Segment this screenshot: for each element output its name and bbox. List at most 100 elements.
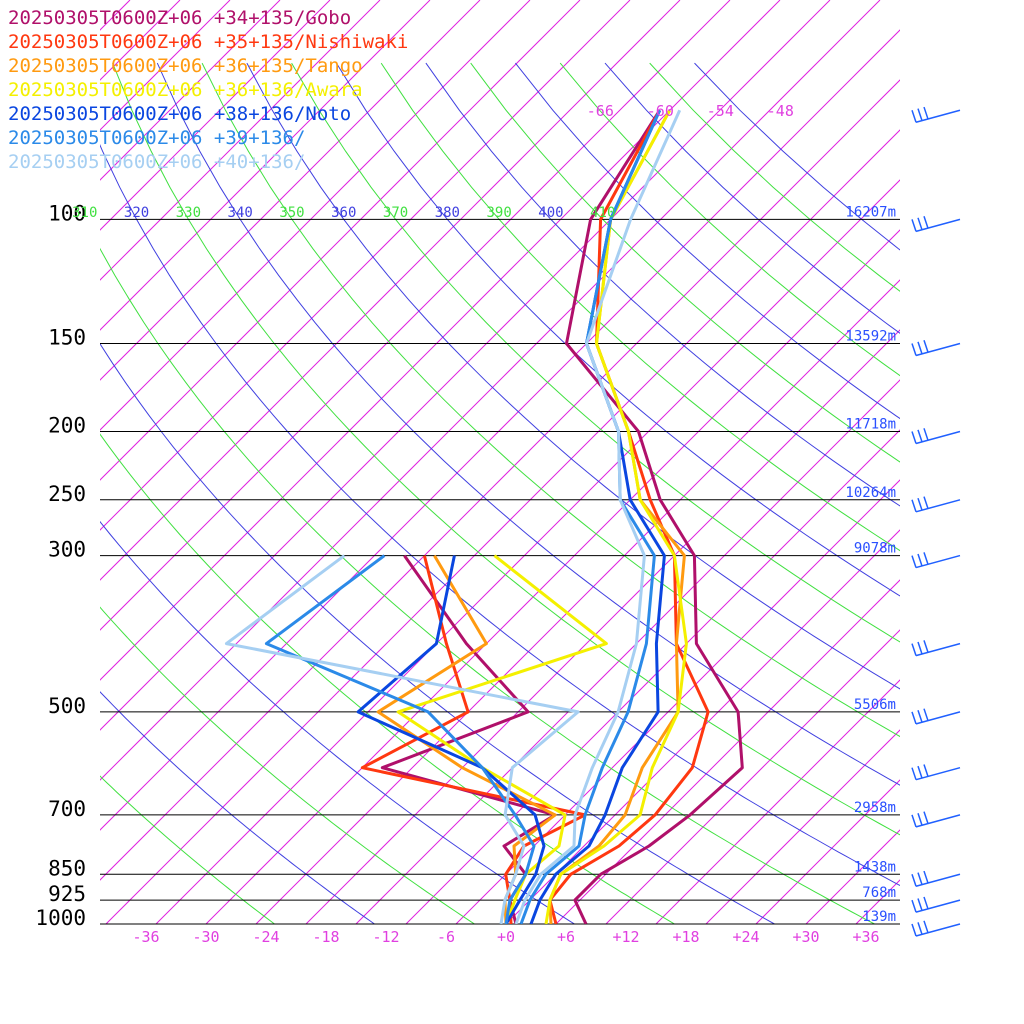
- temperature-tick-label: +6: [557, 928, 575, 946]
- legend-entry: 20250305T0600Z+06 +35+135/Nishiwaki: [8, 31, 408, 53]
- temperature-tick-label: -36: [132, 928, 159, 946]
- temperature-profile: [514, 109, 682, 924]
- theta-curve: [201, 62, 900, 738]
- theta-curve: [156, 62, 900, 786]
- height-label: 139m: [862, 909, 896, 925]
- temperature-tick-label: +36: [852, 928, 879, 946]
- isotherm-line: [100, 0, 531, 431]
- pressure-label: 150: [48, 325, 86, 349]
- wind-barb: [911, 896, 961, 913]
- height-label: 16207m: [845, 204, 896, 220]
- wind-barb: [911, 106, 961, 123]
- isotherm-line: [100, 0, 731, 631]
- theta-curve: [100, 342, 776, 924]
- isotherm-line: [105, 129, 900, 924]
- wind-barb: [911, 428, 961, 445]
- isotherm-line: [100, 0, 281, 181]
- isotherm-line: [906, 0, 1024, 924]
- theta-curve: [291, 62, 900, 643]
- theta-curve: [604, 62, 900, 334]
- temperature-tick-label: -12: [372, 928, 399, 946]
- wind-barb: [911, 340, 961, 357]
- isotherm-line: [555, 579, 900, 924]
- dewpoint-profile: [224, 554, 580, 924]
- legend: 20250305T0600Z+06 +34+135/Gobo20250305T0…: [8, 7, 408, 173]
- theta-curve: [100, 433, 676, 924]
- pressure-label: 300: [48, 538, 86, 562]
- pressure-label: 200: [48, 414, 86, 438]
- isotherm-line: [100, 0, 431, 331]
- isotherm-line: [100, 0, 481, 381]
- temperature-tick-label: -18: [312, 928, 339, 946]
- height-label: 13592m: [845, 328, 896, 344]
- dewpoint-profile: [264, 554, 536, 924]
- theta-label: 390: [487, 205, 512, 221]
- isotherm-line: [1006, 0, 1024, 924]
- wind-barb: [911, 496, 961, 513]
- isotherm-line: [100, 29, 900, 831]
- temperature-profile: [565, 109, 744, 924]
- pressure-label: 925: [48, 882, 86, 906]
- theta-label: 380: [435, 205, 460, 221]
- theta-curve: [380, 62, 900, 552]
- wind-barb: [911, 920, 961, 937]
- theta-label: 330: [176, 205, 201, 221]
- temperature-tick-label: +0: [497, 928, 515, 946]
- legend-entry: 20250305T0600Z+06 +40+136/: [8, 151, 305, 173]
- height-label: 9078m: [854, 541, 896, 557]
- isotherm-line: [705, 729, 900, 924]
- wind-barb: [911, 870, 961, 887]
- height-label: 5506m: [854, 697, 896, 713]
- height-label: 2958m: [854, 800, 896, 816]
- theta-label: 370: [383, 205, 408, 221]
- theta-curve: [515, 62, 900, 420]
- isotherm-line: [605, 629, 900, 924]
- temperature-tick-label: +18: [672, 928, 699, 946]
- wind-barbs: [911, 106, 961, 937]
- theta-curve: [246, 62, 900, 690]
- theta-curve: [100, 520, 576, 924]
- pressure-label: 1000: [35, 906, 86, 930]
- isotherm-line: [505, 529, 900, 924]
- temperature-tick-label: -30: [192, 928, 219, 946]
- isotherm-line: [100, 0, 631, 531]
- theta-curve: [100, 775, 276, 924]
- theta-curve: [649, 62, 900, 292]
- isotherm-line: [655, 679, 900, 924]
- isotherm-line: [100, 0, 331, 231]
- isotherm-line: [405, 429, 900, 924]
- theta-label: 400: [538, 205, 563, 221]
- dewpoint-profile: [356, 555, 546, 924]
- isotherm-line: [100, 0, 831, 731]
- pressure-label: 500: [48, 694, 86, 718]
- theta-label: 310: [72, 205, 97, 221]
- wind-barb: [911, 640, 961, 657]
- isotherm-lines: [100, 0, 1024, 924]
- height-label: 768m: [862, 885, 896, 901]
- isotherm-line: [205, 229, 900, 924]
- isotherm-line: [455, 479, 900, 924]
- wind-barb: [911, 811, 961, 828]
- isotherm-line: [855, 879, 900, 924]
- isotherm-line: [956, 0, 1024, 924]
- temperature-tick-label: +30: [792, 928, 819, 946]
- isotherm-line: [805, 829, 900, 924]
- legend-entry: 20250305T0600Z+06 +34+135/Gobo: [8, 7, 351, 29]
- temperature-tick-label: +12: [612, 928, 639, 946]
- top-temperature-label: -54: [707, 102, 734, 120]
- isotherm-line: [100, 0, 381, 281]
- height-label: 11718m: [845, 417, 896, 433]
- top-temperature-label: -48: [767, 102, 794, 120]
- theta-label: 340: [228, 205, 253, 221]
- isotherm-line: [100, 0, 581, 481]
- height-label: 10264m: [845, 485, 896, 501]
- axis-labels: 100 16207m 150 13592m 200 11718m 250 10264m 300 9…: [35, 102, 896, 946]
- theta-curve: [335, 62, 900, 597]
- pressure-label: 700: [48, 797, 86, 821]
- wind-barb: [911, 552, 961, 569]
- isotherm-line: [355, 379, 900, 924]
- legend-entry: 20250305T0600Z+06 +36+136/Awara: [8, 79, 363, 101]
- wind-barb: [911, 708, 961, 725]
- isotherm-line: [100, 0, 881, 781]
